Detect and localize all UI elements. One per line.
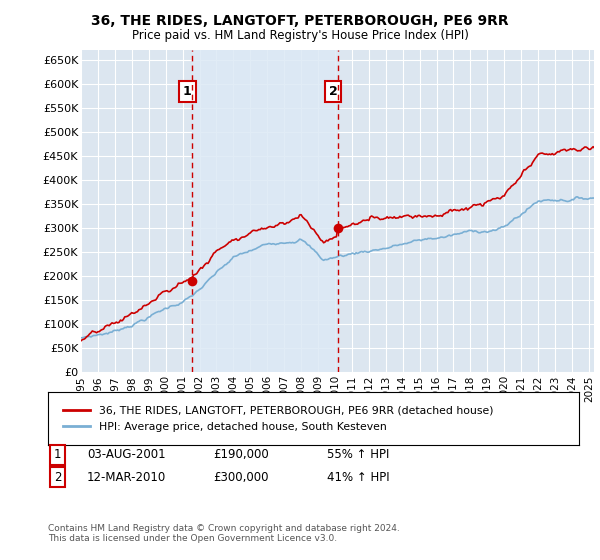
Bar <box>193 50 338 372</box>
Text: 2: 2 <box>54 470 62 484</box>
Text: Price paid vs. HM Land Registry's House Price Index (HPI): Price paid vs. HM Land Registry's House … <box>131 29 469 42</box>
Text: Contains HM Land Registry data © Crown copyright and database right 2024.
This d: Contains HM Land Registry data © Crown c… <box>48 524 400 543</box>
Text: 55% ↑ HPI: 55% ↑ HPI <box>327 448 389 461</box>
Text: £190,000: £190,000 <box>213 448 269 461</box>
Text: £300,000: £300,000 <box>213 470 269 484</box>
Text: 1: 1 <box>54 448 62 461</box>
Text: 12-MAR-2010: 12-MAR-2010 <box>87 470 166 484</box>
Text: 41% ↑ HPI: 41% ↑ HPI <box>327 470 389 484</box>
Text: 1: 1 <box>183 85 192 98</box>
Legend: 36, THE RIDES, LANGTOFT, PETERBOROUGH, PE6 9RR (detached house), HPI: Average pr: 36, THE RIDES, LANGTOFT, PETERBOROUGH, P… <box>59 401 497 436</box>
Text: 2: 2 <box>329 85 338 98</box>
Text: 36, THE RIDES, LANGTOFT, PETERBOROUGH, PE6 9RR: 36, THE RIDES, LANGTOFT, PETERBOROUGH, P… <box>91 14 509 28</box>
Text: 03-AUG-2001: 03-AUG-2001 <box>87 448 166 461</box>
